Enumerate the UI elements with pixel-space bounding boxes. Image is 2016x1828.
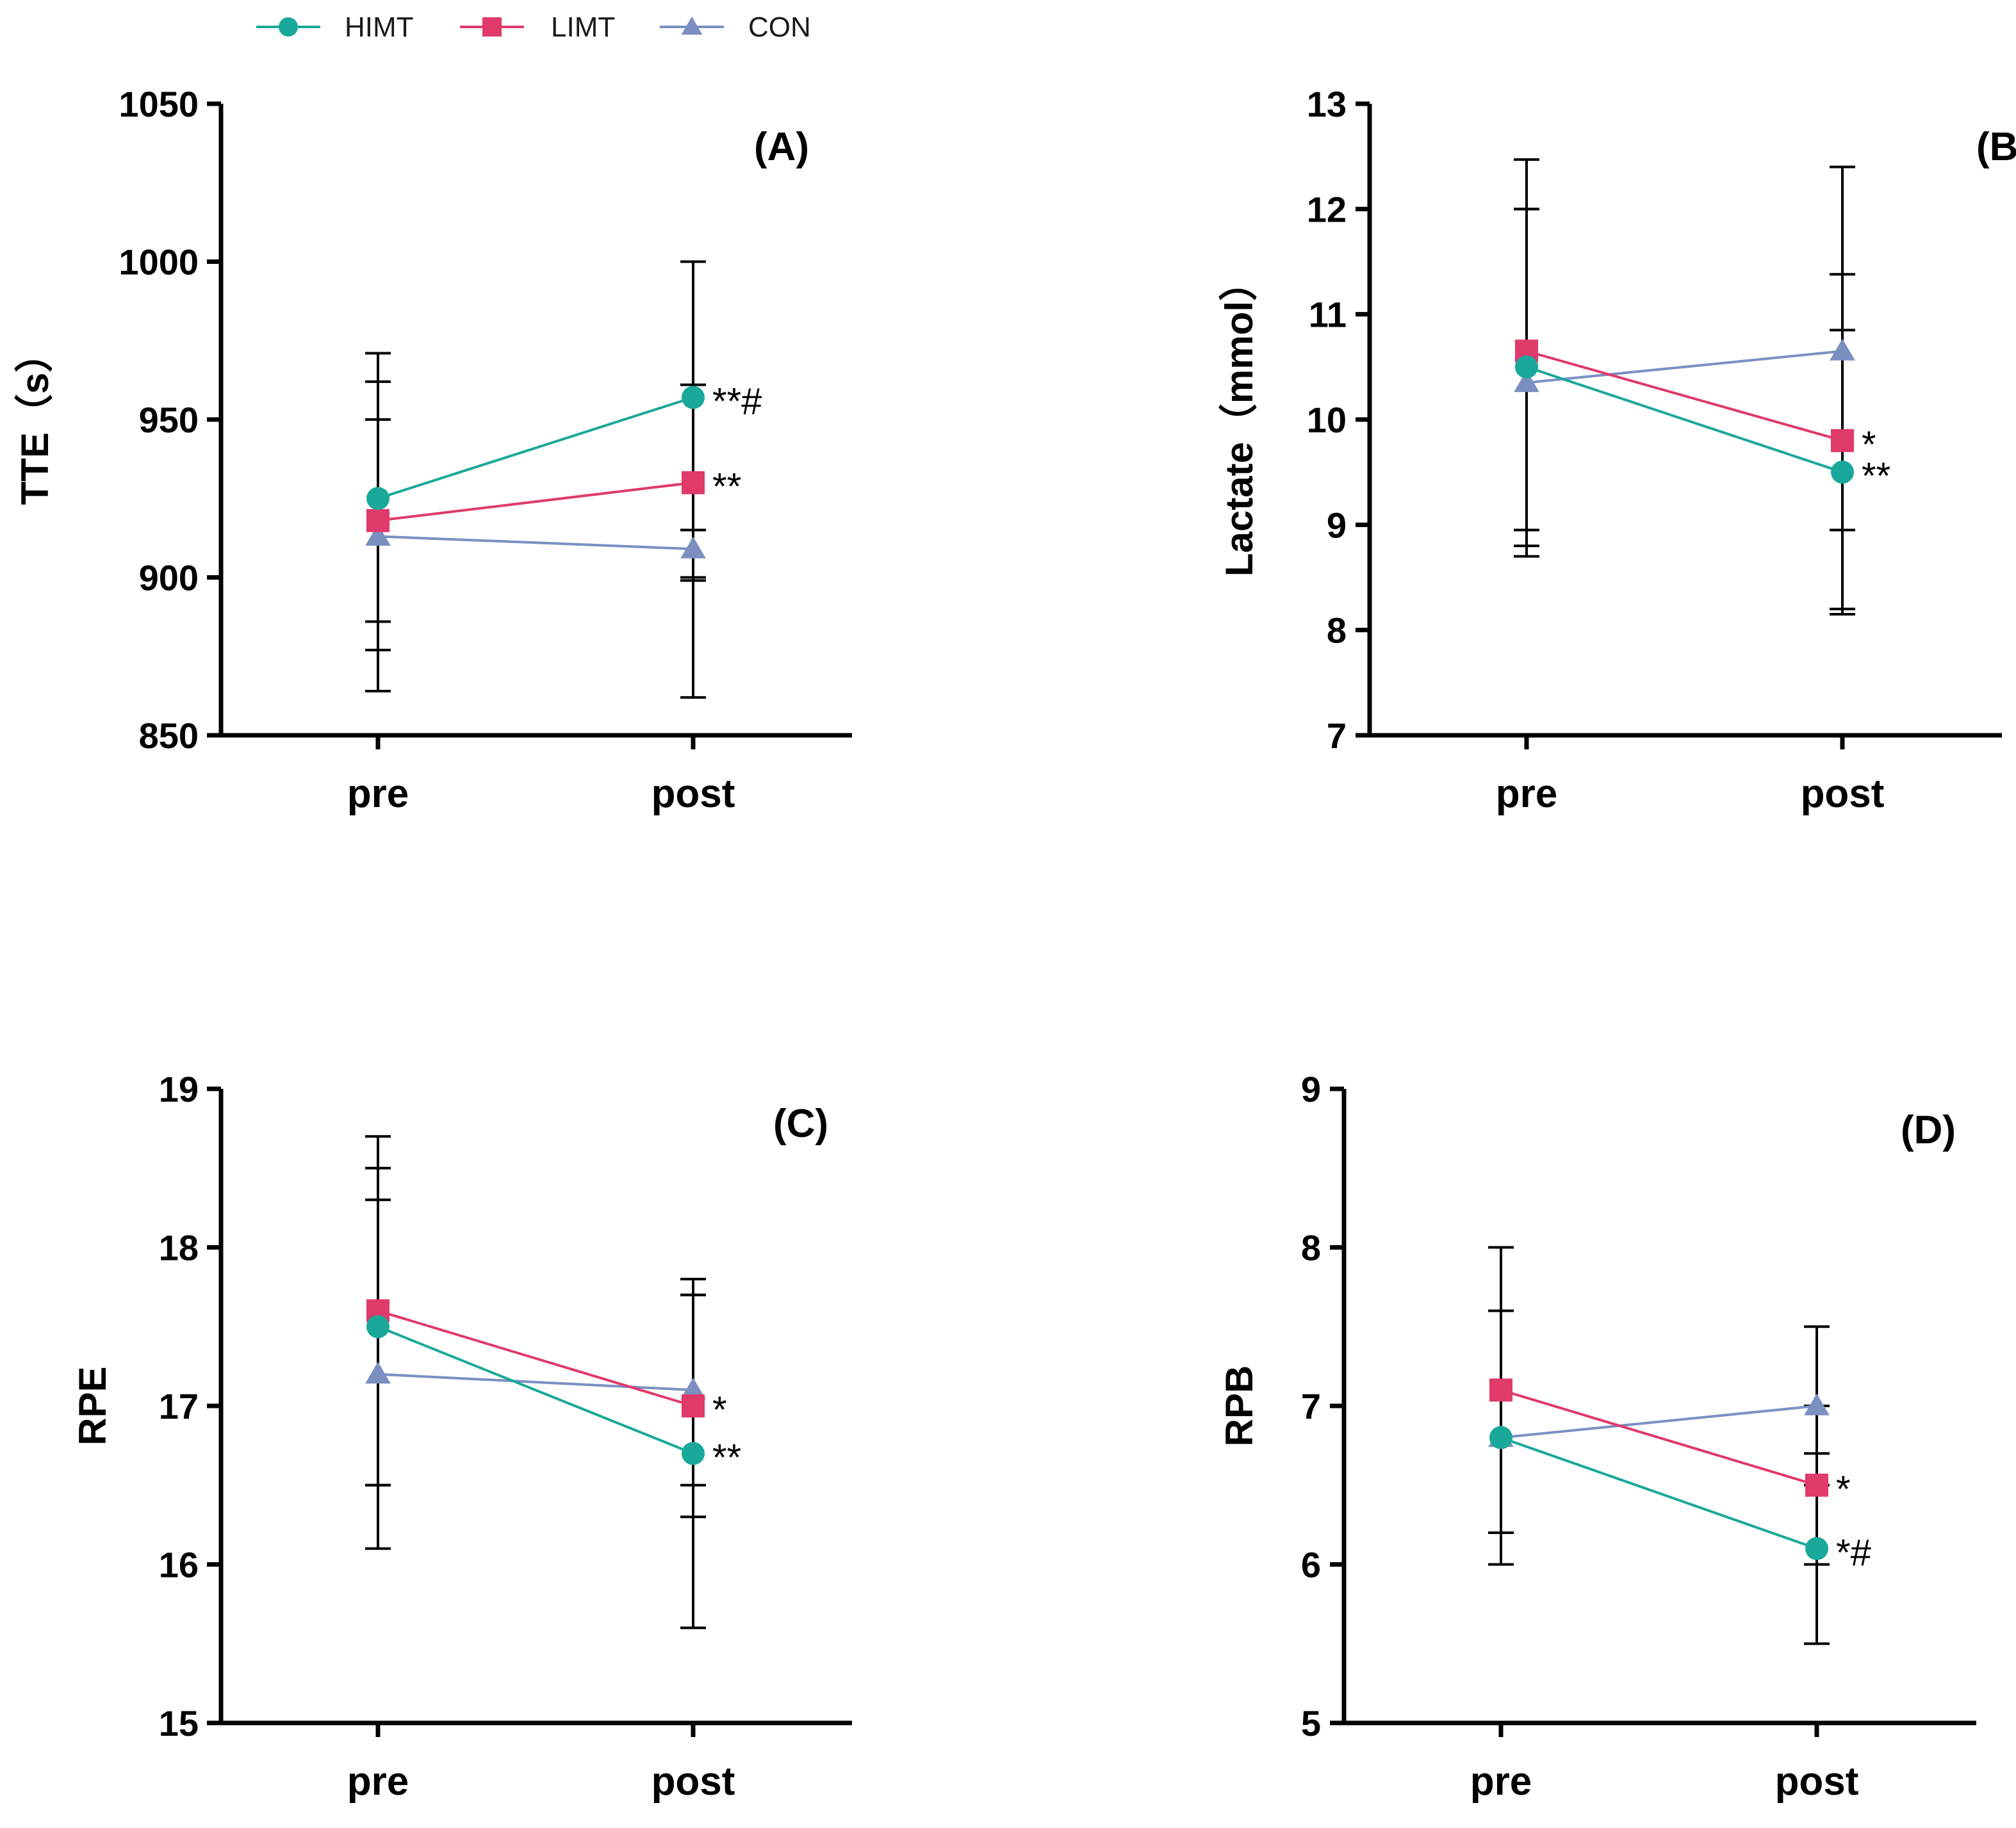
y-tick-label-a: 1000 — [119, 242, 199, 282]
y-tick-label-a: 900 — [139, 558, 199, 598]
data-point-limt-pre-d — [1489, 1378, 1512, 1402]
y-tick-label-d: 9 — [1301, 1069, 1321, 1109]
x-category-label-d: pre — [1470, 1759, 1532, 1804]
y-tick-label-d: 7 — [1301, 1386, 1321, 1426]
data-point-himt-pre-a — [366, 487, 389, 510]
data-point-limt-pre-a — [366, 509, 389, 532]
y-tick-label-a: 850 — [139, 715, 199, 756]
y-axis-title-b: Lactate（mmol） — [1218, 263, 1261, 576]
data-point-limt-post-b — [1831, 428, 1854, 452]
data-point-limt-post-d — [1805, 1473, 1828, 1497]
y-tick-label-b: 7 — [1327, 715, 1347, 756]
significance-label-limt-b: * — [1862, 424, 1876, 466]
y-tick-label-d: 5 — [1301, 1703, 1321, 1743]
series-line-himt-c — [377, 1325, 694, 1455]
legend-item-con: CON — [660, 12, 811, 43]
series-line-limt-d — [1500, 1389, 1817, 1487]
series-line-con-a — [377, 535, 694, 551]
significance-label-himt-a: **# — [712, 380, 762, 422]
legend-item-limt: LIMT — [460, 12, 615, 43]
data-point-himt-pre-b — [1515, 355, 1538, 379]
series-line-con-d — [1500, 1405, 1817, 1439]
legend-marker-limt — [482, 17, 502, 37]
y-axis-title-d: RPB — [1218, 1366, 1261, 1447]
x-category-label-b: pre — [1496, 772, 1557, 816]
data-point-himt-post-a — [682, 386, 705, 409]
significance-label-limt-c: * — [712, 1389, 727, 1431]
y-tick-label-d: 8 — [1301, 1228, 1321, 1268]
legend-marker-himt — [279, 17, 298, 37]
legend-label-limt: LIMT — [551, 12, 615, 43]
y-tick-label-c: 19 — [159, 1069, 199, 1109]
y-axis-title-c: RPE — [71, 1366, 114, 1445]
y-axis-title-a: TTE（s） — [13, 334, 56, 505]
x-category-label-a: pre — [347, 772, 409, 816]
y-tick-label-c: 18 — [159, 1228, 199, 1268]
legend-label-con: CON — [748, 12, 811, 43]
data-point-con-pre-a — [365, 523, 391, 546]
x-category-label-c: post — [652, 1759, 735, 1804]
legend-marker-con — [681, 16, 703, 35]
y-tick-label-a: 950 — [139, 400, 199, 440]
y-tick-label-c: 17 — [159, 1386, 199, 1426]
data-point-himt-post-c — [682, 1442, 705, 1465]
data-point-con-pre-c — [365, 1362, 391, 1384]
data-point-con-post-b — [1830, 338, 1855, 361]
series-line-himt-a — [377, 396, 694, 500]
series-line-limt-c — [377, 1309, 694, 1407]
data-point-himt-post-d — [1805, 1537, 1828, 1560]
y-tick-label-b: 13 — [1307, 84, 1347, 124]
series-line-himt-b — [1526, 365, 1843, 474]
data-point-himt-post-b — [1831, 461, 1854, 484]
data-point-con-post-c — [680, 1377, 706, 1400]
significance-label-himt-b: ** — [1862, 455, 1890, 497]
series-line-con-c — [377, 1373, 694, 1392]
panel-label-b: (B) — [1976, 125, 2016, 169]
panel-d: 5 6 7 8 9 pre post RPB (D) *# * — [1218, 1069, 1976, 1804]
legend: HIMT LIMT CON — [256, 12, 811, 43]
series-line-limt-b — [1526, 350, 1843, 442]
data-point-himt-pre-d — [1489, 1426, 1512, 1449]
x-category-label-b: post — [1801, 772, 1885, 816]
panel-a: 850 900 950 1000 1050 pre post TTE（s） (A) **# ** — [13, 84, 852, 816]
y-tick-label-b: 11 — [1309, 295, 1347, 335]
legend-label-himt: HIMT — [345, 12, 414, 43]
significance-label-himt-c: ** — [712, 1437, 741, 1478]
y-tick-label-b: 10 — [1307, 400, 1347, 440]
data-point-con-post-a — [680, 536, 706, 559]
series-line-himt-d — [1500, 1436, 1817, 1550]
data-point-limt-post-c — [682, 1394, 705, 1417]
y-tick-label-b: 12 — [1307, 189, 1347, 229]
x-category-label-c: pre — [347, 1759, 409, 1804]
y-tick-label-c: 16 — [159, 1545, 199, 1585]
panel-label-a: (A) — [754, 125, 809, 169]
data-point-con-post-d — [1804, 1393, 1830, 1416]
significance-label-himt-d: *# — [1836, 1532, 1871, 1574]
series-line-limt-a — [377, 481, 694, 522]
data-point-himt-pre-c — [366, 1315, 389, 1339]
data-point-limt-post-a — [682, 471, 705, 494]
x-category-label-d: post — [1775, 1759, 1859, 1804]
significance-label-limt-a: ** — [712, 466, 741, 508]
significance-label-limt-d: * — [1836, 1469, 1851, 1510]
panel-label-c: (C) — [773, 1102, 828, 1146]
panel-label-d: (D) — [1901, 1108, 1956, 1152]
data-point-con-pre-b — [1514, 370, 1539, 393]
y-tick-label-d: 6 — [1301, 1545, 1321, 1585]
y-tick-label-b: 9 — [1327, 505, 1347, 545]
panel-b: 7 8 9 10 11 12 13 pre post Lactate（mmol） (B) *** — [1218, 84, 2016, 816]
legend-item-himt: HIMT — [256, 12, 414, 43]
x-category-label-a: post — [652, 772, 735, 816]
series-line-con-b — [1526, 350, 1843, 384]
y-tick-label-c: 15 — [159, 1703, 199, 1743]
y-tick-label-a: 1050 — [119, 84, 199, 124]
y-tick-label-b: 8 — [1327, 610, 1347, 651]
